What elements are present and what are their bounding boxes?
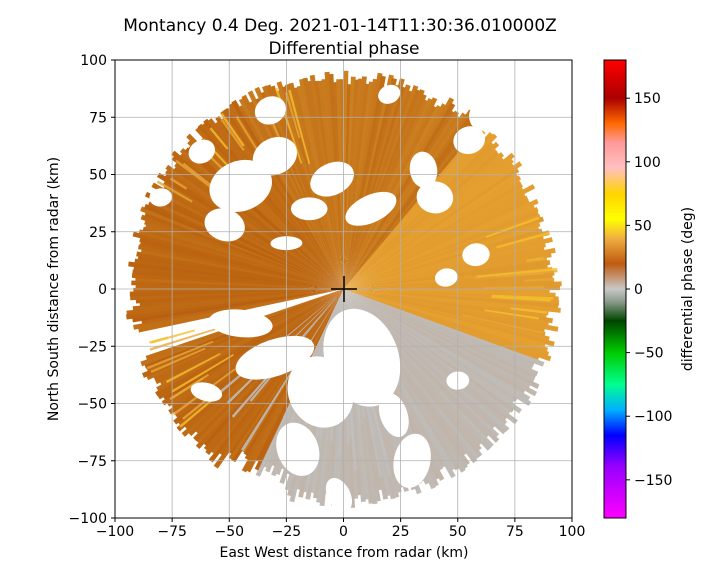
- colorbar-tick-label: 100: [634, 155, 661, 171]
- y-tick-label: 25: [89, 225, 107, 241]
- x-tick-label: 50: [449, 524, 467, 540]
- colorbar-tick-label: −50: [634, 346, 664, 362]
- x-tick-label: 75: [506, 524, 524, 540]
- colorbar-gradient: [603, 59, 627, 519]
- radar-ppi-field: [126, 70, 562, 513]
- radar-location-marker: [331, 276, 357, 302]
- x-tick-label: −100: [96, 524, 134, 540]
- y-axis: −100 −75 −50 −25 0 25 50 75 100: [69, 53, 115, 527]
- y-tick-label: 0: [98, 282, 107, 298]
- colorbar: 150 100 50 0 −50 −100 −150: [603, 59, 672, 519]
- chart-subtitle: Differential phase: [268, 39, 419, 59]
- y-tick-label: −25: [77, 339, 107, 355]
- x-tick-label: −50: [214, 524, 244, 540]
- colorbar-tick-label: 0: [634, 282, 643, 298]
- colorbar-tick-label: 150: [634, 91, 661, 107]
- colorbar-ticks: 150 100 50 0 −50 −100 −150: [626, 91, 672, 489]
- colorbar-label: differential phase (deg): [680, 207, 696, 371]
- plot-area: [114, 59, 573, 519]
- colorbar-tick-label: −150: [634, 473, 672, 489]
- colorbar-tick-label: 50: [634, 218, 652, 234]
- y-tick-label: −75: [77, 454, 107, 470]
- y-tick-label: −50: [77, 397, 107, 413]
- y-tick-label: 75: [89, 110, 107, 126]
- y-axis-label: North South distance from radar (km): [46, 157, 62, 421]
- chart-title: Montancy 0.4 Deg. 2021-01-14T11:30:36.01…: [123, 16, 557, 36]
- x-tick-label: 25: [392, 524, 410, 540]
- x-tick-label: 100: [559, 524, 586, 540]
- x-tick-label: −25: [272, 524, 302, 540]
- x-tick-label: 0: [339, 524, 348, 540]
- x-tick-label: −75: [157, 524, 187, 540]
- grid-lines: [115, 60, 572, 518]
- y-tick-label: 100: [80, 53, 107, 69]
- colorbar-tick-label: −100: [634, 409, 672, 425]
- y-tick-label: −100: [69, 511, 107, 527]
- x-axis: −100 −75 −50 −25 0 25 50 75 100: [96, 518, 586, 540]
- y-tick-label: 50: [89, 168, 107, 184]
- x-axis-label: East West distance from radar (km): [219, 545, 468, 561]
